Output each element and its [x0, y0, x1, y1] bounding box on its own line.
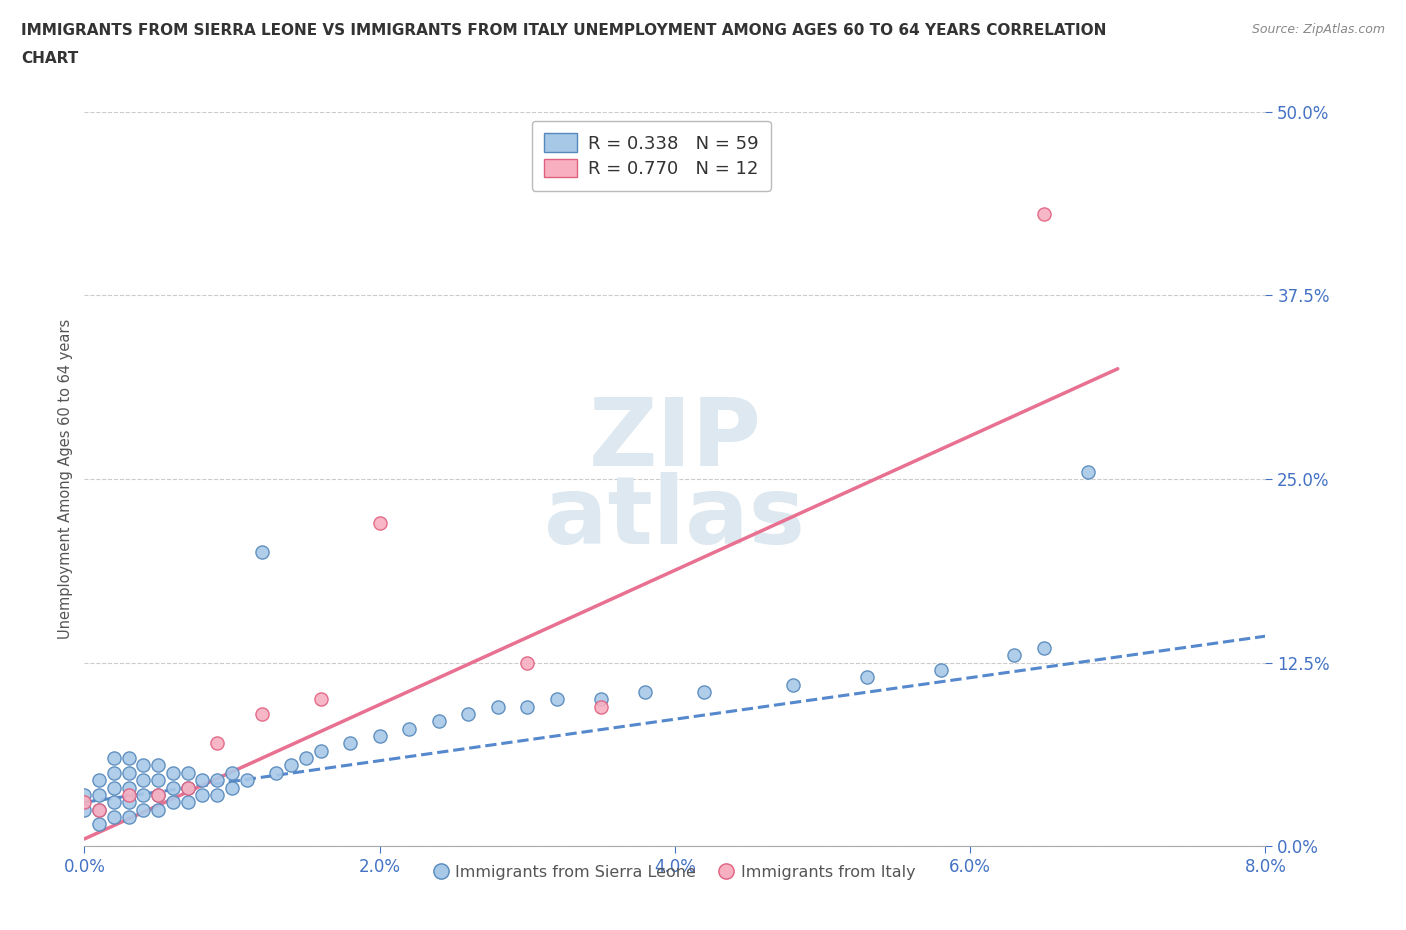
- Point: [118, 795, 141, 810]
- Point: [295, 751, 318, 765]
- Point: [162, 765, 184, 780]
- Point: [148, 773, 170, 788]
- Point: [1033, 207, 1056, 222]
- Point: [177, 780, 200, 795]
- Point: [132, 773, 155, 788]
- Point: [457, 707, 479, 722]
- Point: [177, 765, 200, 780]
- Point: [207, 736, 229, 751]
- Point: [118, 751, 141, 765]
- Point: [309, 743, 332, 758]
- Y-axis label: Unemployment Among Ages 60 to 64 years: Unemployment Among Ages 60 to 64 years: [58, 319, 73, 639]
- Point: [1077, 464, 1099, 479]
- Point: [398, 722, 420, 737]
- Point: [103, 751, 125, 765]
- Point: [427, 714, 450, 729]
- Point: [148, 788, 170, 803]
- Point: [221, 765, 243, 780]
- Point: [132, 788, 155, 803]
- Point: [591, 692, 613, 707]
- Point: [87, 773, 111, 788]
- Point: [309, 692, 332, 707]
- Point: [103, 809, 125, 824]
- Legend: Immigrants from Sierra Leone, Immigrants from Italy: Immigrants from Sierra Leone, Immigrants…: [427, 858, 922, 886]
- Text: CHART: CHART: [21, 51, 79, 66]
- Point: [132, 802, 155, 817]
- Point: [1004, 648, 1026, 663]
- Point: [118, 809, 141, 824]
- Text: IMMIGRANTS FROM SIERRA LEONE VS IMMIGRANTS FROM ITALY UNEMPLOYMENT AMONG AGES 60: IMMIGRANTS FROM SIERRA LEONE VS IMMIGRAN…: [21, 23, 1107, 38]
- Point: [87, 802, 111, 817]
- Point: [87, 802, 111, 817]
- Point: [162, 780, 184, 795]
- Point: [87, 817, 111, 831]
- Point: [280, 758, 302, 773]
- Point: [103, 765, 125, 780]
- Text: Source: ZipAtlas.com: Source: ZipAtlas.com: [1251, 23, 1385, 36]
- Point: [177, 795, 200, 810]
- Point: [148, 802, 170, 817]
- Point: [546, 692, 568, 707]
- Point: [148, 758, 170, 773]
- Point: [516, 656, 538, 671]
- Point: [118, 788, 141, 803]
- Point: [1033, 641, 1056, 656]
- Point: [516, 699, 538, 714]
- Point: [103, 795, 125, 810]
- Point: [87, 788, 111, 803]
- Point: [250, 707, 273, 722]
- Point: [148, 788, 170, 803]
- Point: [177, 780, 200, 795]
- Point: [207, 773, 229, 788]
- Point: [235, 773, 259, 788]
- Point: [782, 677, 804, 692]
- Point: [264, 765, 288, 780]
- Point: [207, 788, 229, 803]
- Point: [221, 780, 243, 795]
- Point: [118, 765, 141, 780]
- Point: [73, 795, 96, 810]
- Point: [634, 684, 657, 699]
- Point: [929, 662, 952, 677]
- Text: ZIP
atlas: ZIP atlas: [544, 394, 806, 564]
- Point: [486, 699, 509, 714]
- Point: [118, 780, 141, 795]
- Point: [191, 788, 214, 803]
- Point: [250, 545, 273, 560]
- Point: [73, 788, 96, 803]
- Point: [162, 795, 184, 810]
- Point: [368, 515, 391, 530]
- Point: [368, 729, 391, 744]
- Point: [73, 802, 96, 817]
- Point: [591, 699, 613, 714]
- Point: [132, 758, 155, 773]
- Point: [855, 670, 877, 684]
- Point: [693, 684, 716, 699]
- Point: [339, 736, 361, 751]
- Point: [103, 780, 125, 795]
- Point: [191, 773, 214, 788]
